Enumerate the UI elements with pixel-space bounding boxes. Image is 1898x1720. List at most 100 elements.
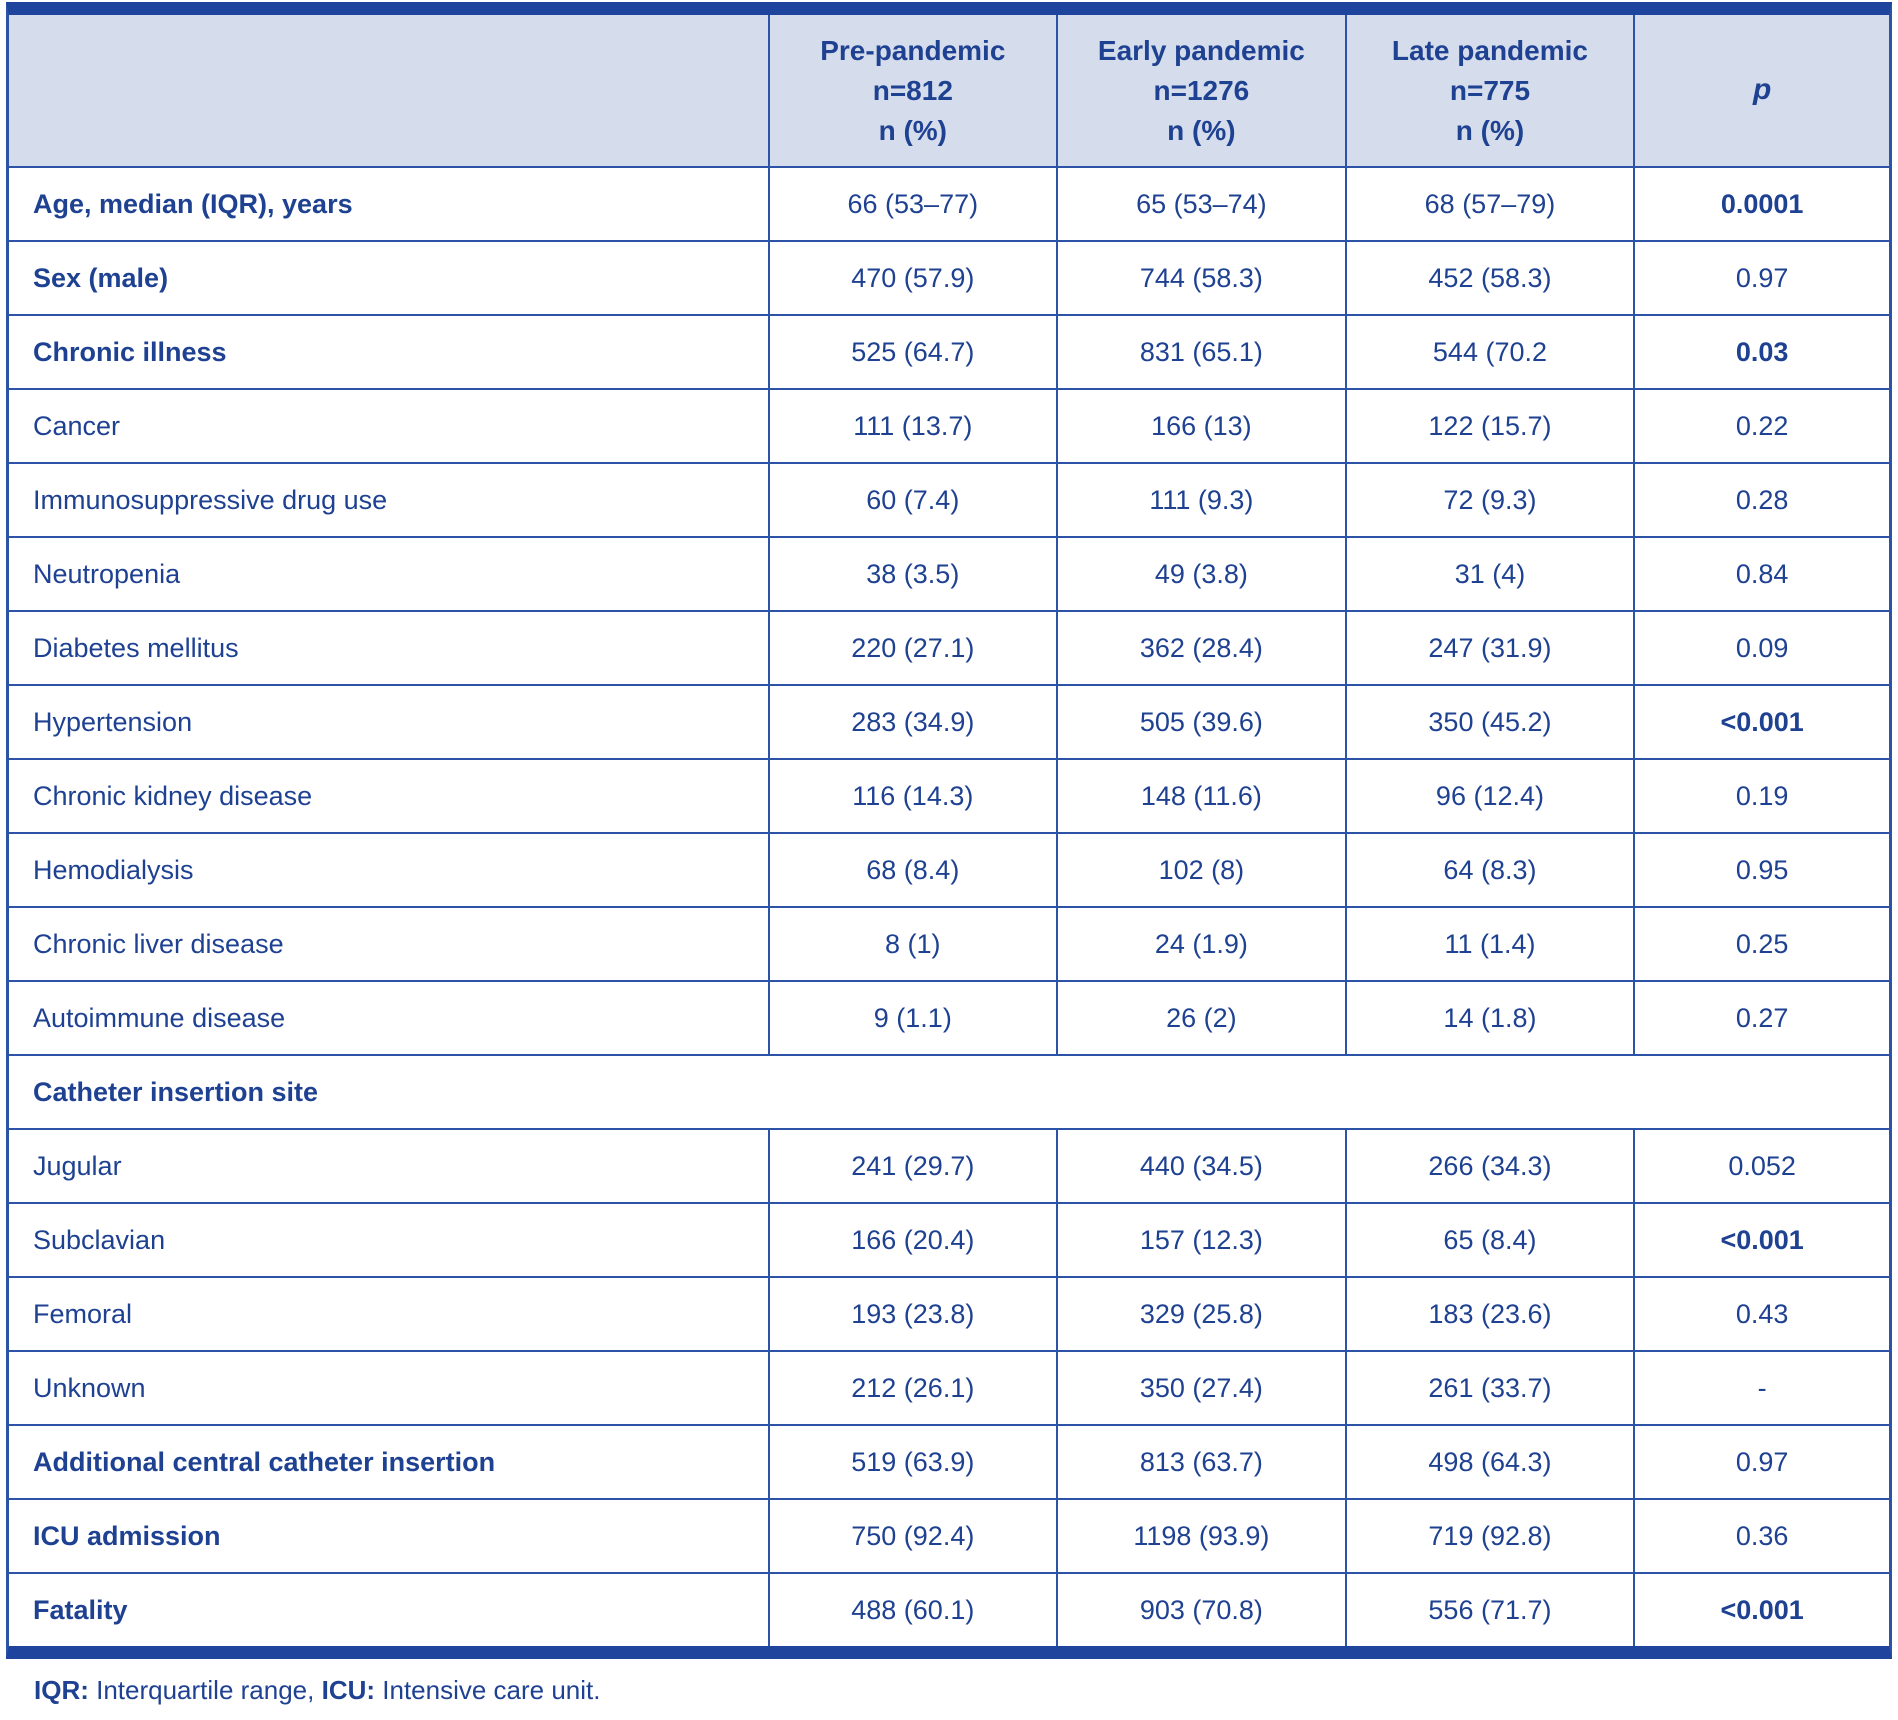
table-row: Chronic liver disease 8 (1) 24 (1.9) 11 (1.… xyxy=(9,906,1889,983)
value-cell: 350 (27.4) xyxy=(1056,1350,1347,1427)
value-cell: 111 (9.3) xyxy=(1056,462,1347,539)
value-cell: 31 (4) xyxy=(1344,536,1636,613)
value-cell: 8 (1) xyxy=(767,906,1059,983)
value-cell: 750 (92.4) xyxy=(767,1498,1059,1575)
header-line-npct: n (%) xyxy=(878,114,948,146)
value-cell: 519 (63.9) xyxy=(767,1424,1059,1501)
value-cell: 14 (1.8) xyxy=(1344,980,1636,1057)
value-cell: 64 (8.3) xyxy=(1344,832,1636,909)
row-label-cell: Unknown xyxy=(9,1350,770,1427)
p-value-cell: 0.84 xyxy=(1633,536,1889,613)
table-row: Subclavian 166 (20.4) 157 (12.3) 65 (8.4) <0… xyxy=(9,1202,1889,1279)
table-row: Immunosuppressive drug use 60 (7.4) 111 (9… xyxy=(9,462,1889,539)
value-cell: 266 (34.3) xyxy=(1344,1128,1636,1205)
characteristics-table-frame: Pre-pandemic n=812 n (%) Early pandemic … xyxy=(6,2,1892,1660)
header-line-n: n=1276 xyxy=(1153,74,1250,106)
table-row: ICU admission 750 (92.4) 1198 (93.9) 719 (9… xyxy=(9,1498,1889,1575)
p-value-cell: <0.001 xyxy=(1633,1572,1889,1647)
value-cell: 11 (1.4) xyxy=(1344,906,1636,983)
header-cell-early-pandemic: Early pandemic n=1276 n (%) xyxy=(1056,15,1347,169)
header-cell-empty xyxy=(9,15,770,169)
table-row: Neutropenia 38 (3.5) 49 (3.8) 31 (4) 0.84 xyxy=(9,536,1889,613)
value-cell: 329 (25.8) xyxy=(1056,1276,1347,1353)
footnote-abbr-icu: ICU: xyxy=(321,1675,376,1706)
p-value-cell: 0.03 xyxy=(1633,314,1889,391)
table-row: Sex (male) 470 (57.9) 744 (58.3) 452 (58.3)… xyxy=(9,240,1889,317)
p-value-cell: 0.95 xyxy=(1633,832,1889,909)
table-row: Diabetes mellitus 220 (27.1) 362 (28.4) 247… xyxy=(9,610,1889,687)
row-label-cell: Chronic liver disease xyxy=(9,906,770,983)
p-value-cell: 0.0001 xyxy=(1633,166,1889,243)
p-value-cell: <0.001 xyxy=(1633,684,1889,761)
value-cell: 247 (31.9) xyxy=(1344,610,1636,687)
value-cell: 283 (34.9) xyxy=(767,684,1059,761)
value-cell: 505 (39.6) xyxy=(1056,684,1347,761)
p-value-cell: 0.19 xyxy=(1633,758,1889,835)
value-cell: 440 (34.5) xyxy=(1056,1128,1347,1205)
row-label-cell: Chronic illness xyxy=(9,314,770,391)
value-cell: 544 (70.2 xyxy=(1344,314,1636,391)
value-cell: 525 (64.7) xyxy=(767,314,1059,391)
p-value-cell: 0.43 xyxy=(1633,1276,1889,1353)
row-label-cell: Femoral xyxy=(9,1276,770,1353)
value-cell: 220 (27.1) xyxy=(767,610,1059,687)
value-cell: 26 (2) xyxy=(1056,980,1347,1057)
value-cell: 350 (45.2) xyxy=(1344,684,1636,761)
p-value-cell: 0.22 xyxy=(1633,388,1889,465)
value-cell: 24 (1.9) xyxy=(1056,906,1347,983)
value-cell: 116 (14.3) xyxy=(767,758,1059,835)
value-cell: 166 (20.4) xyxy=(767,1202,1059,1279)
value-cell: 452 (58.3) xyxy=(1344,240,1636,317)
row-label-cell: Fatality xyxy=(9,1572,770,1647)
table-footnote: IQR: Interquartile range, ICU: Intensive… xyxy=(34,1675,1892,1720)
value-cell: 96 (12.4) xyxy=(1344,758,1636,835)
header-line-title: Pre-pandemic xyxy=(820,35,1006,66)
table-row: Age, median (IQR), years 66 (53–77) 65 (53… xyxy=(9,166,1889,243)
value-cell: 68 (57–79) xyxy=(1344,166,1636,243)
p-value-cell: 0.36 xyxy=(1633,1498,1889,1575)
row-label-cell: Chronic kidney disease xyxy=(9,758,770,835)
header-line-n: n=812 xyxy=(872,74,953,106)
row-label-cell: Cancer xyxy=(9,388,770,465)
header-line-title: Early pandemic xyxy=(1097,35,1305,66)
value-cell: 157 (12.3) xyxy=(1056,1202,1347,1279)
value-cell: 813 (63.7) xyxy=(1056,1424,1347,1501)
row-label-cell: Age, median (IQR), years xyxy=(9,166,770,243)
footnote-abbr-iqr: IQR: xyxy=(34,1675,89,1706)
value-cell: 212 (26.1) xyxy=(767,1350,1059,1427)
p-value-cell: 0.27 xyxy=(1633,980,1889,1057)
p-value-cell: <0.001 xyxy=(1633,1202,1889,1279)
table-row: Chronic kidney disease 116 (14.3) 148 (11.… xyxy=(9,758,1889,835)
row-label-cell: Diabetes mellitus xyxy=(9,610,770,687)
p-value-cell: 0.25 xyxy=(1633,906,1889,983)
row-label-cell: Subclavian xyxy=(9,1202,770,1279)
table-header: Pre-pandemic n=812 n (%) Early pandemic … xyxy=(9,15,1889,169)
value-cell: 261 (33.7) xyxy=(1344,1350,1636,1427)
footnote-text-iqr: Interquartile range, xyxy=(88,1675,322,1706)
table-row: Femoral 193 (23.8) 329 (25.8) 183 (23.6) 0.4… xyxy=(9,1276,1889,1353)
table-body: Age, median (IQR), years 66 (53–77) 65 (53… xyxy=(9,166,1889,1647)
value-cell: 111 (13.7) xyxy=(767,388,1059,465)
value-cell: 556 (71.7) xyxy=(1344,1572,1636,1647)
header-line-npct: n (%) xyxy=(1167,114,1236,146)
characteristics-table: Pre-pandemic n=812 n (%) Early pandemic … xyxy=(9,15,1889,1647)
row-label-cell: Additional central catheter insertion xyxy=(9,1424,770,1501)
p-value-cell: 0.28 xyxy=(1633,462,1889,539)
row-label-cell: Jugular xyxy=(9,1128,770,1205)
p-value-cell: 0.97 xyxy=(1633,240,1889,317)
value-cell: 241 (29.7) xyxy=(767,1128,1059,1205)
p-value-cell: 0.052 xyxy=(1633,1128,1889,1205)
row-label-cell: Hypertension xyxy=(9,684,770,761)
header-line-title: Late pandemic xyxy=(1391,35,1588,66)
header-line-npct: n (%) xyxy=(1455,114,1525,146)
row-label-cell: ICU admission xyxy=(9,1498,770,1575)
value-cell: 362 (28.4) xyxy=(1056,610,1347,687)
section-label-cell: Catheter insertion site xyxy=(9,1054,1889,1131)
value-cell: 1198 (93.9) xyxy=(1056,1498,1347,1575)
header-cell-late-pandemic: Late pandemic n=775 n (%) xyxy=(1344,15,1636,169)
table-row: Hemodialysis 68 (8.4) 102 (8) 64 (8.3) 0.95 xyxy=(9,832,1889,909)
value-cell: 9 (1.1) xyxy=(767,980,1059,1057)
value-cell: 193 (23.8) xyxy=(767,1276,1059,1353)
header-cell-pre-pandemic: Pre-pandemic n=812 n (%) xyxy=(767,15,1059,169)
